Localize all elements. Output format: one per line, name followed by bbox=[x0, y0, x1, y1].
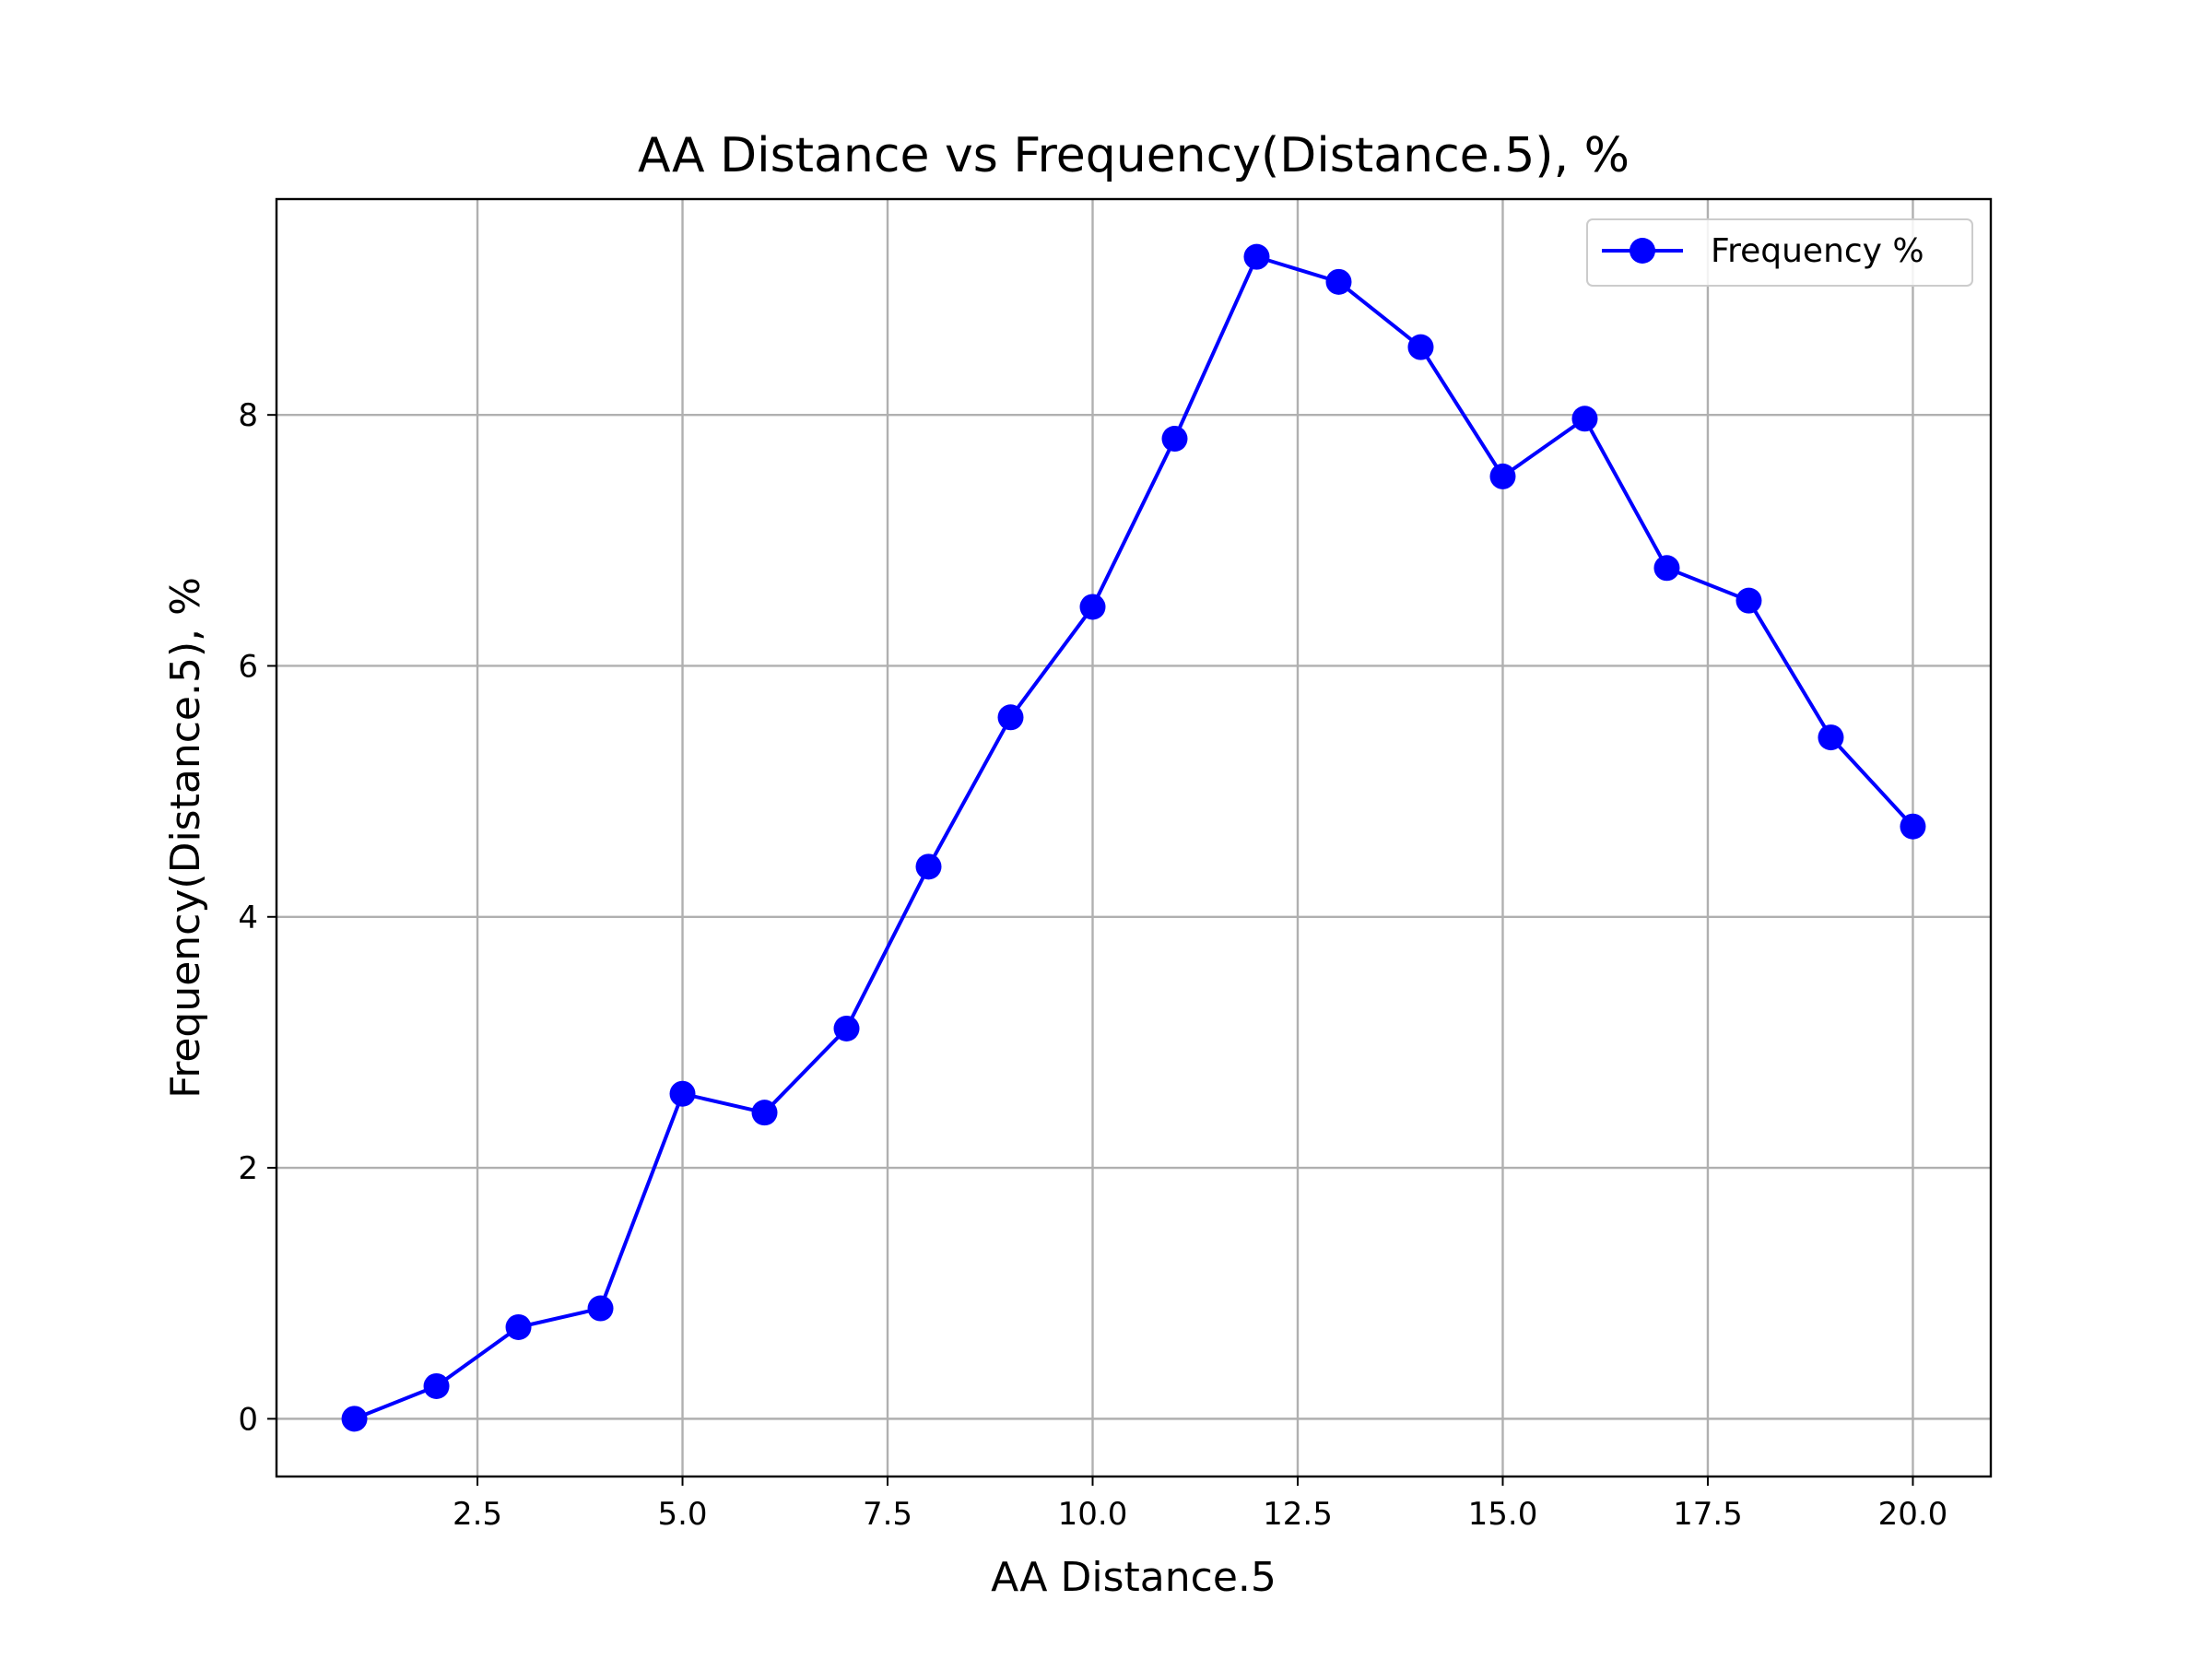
x-tick-label: 2.5 bbox=[453, 1496, 502, 1533]
x-axis-label: AA Distance.5 bbox=[991, 1554, 1277, 1601]
y-tick-label: 6 bbox=[238, 648, 258, 685]
legend-label: Frequency % bbox=[1711, 232, 1924, 270]
legend: Frequency % bbox=[1586, 218, 1973, 287]
data-point bbox=[1900, 813, 1926, 840]
y-tick-label: 2 bbox=[238, 1150, 258, 1187]
data-point bbox=[1325, 268, 1352, 295]
y-tick-label: 8 bbox=[238, 397, 258, 434]
grid bbox=[276, 199, 1991, 1477]
data-point bbox=[505, 1313, 532, 1340]
data-point bbox=[1407, 334, 1434, 360]
data-point bbox=[341, 1406, 368, 1432]
data-point bbox=[1571, 406, 1598, 432]
y-tick-label: 0 bbox=[238, 1401, 258, 1438]
data-point bbox=[1489, 463, 1516, 489]
data-point bbox=[1818, 724, 1844, 751]
data-point bbox=[423, 1372, 450, 1399]
x-tick-label: 17.5 bbox=[1673, 1496, 1743, 1533]
series-layer bbox=[341, 243, 1926, 1432]
x-tick-label: 15.0 bbox=[1468, 1496, 1538, 1533]
data-point bbox=[833, 1015, 860, 1041]
data-point bbox=[1161, 426, 1188, 453]
data-point bbox=[669, 1080, 696, 1107]
y-axis-label: Frequency(Distance.5), % bbox=[162, 577, 209, 1099]
x-tick-label: 20.0 bbox=[1878, 1496, 1948, 1533]
x-tick-label: 10.0 bbox=[1058, 1496, 1128, 1533]
legend-marker bbox=[1630, 238, 1655, 264]
plot-frame bbox=[275, 197, 1993, 1478]
chart-title: AA Distance vs Frequency(Distance.5), % bbox=[638, 128, 1630, 183]
data-point bbox=[1243, 243, 1270, 270]
data-point bbox=[1079, 594, 1106, 620]
x-tick-label: 7.5 bbox=[863, 1496, 912, 1533]
data-point bbox=[587, 1295, 614, 1322]
data-point bbox=[751, 1100, 778, 1126]
data-point bbox=[997, 704, 1024, 731]
data-point bbox=[1653, 555, 1680, 582]
y-tick-label: 4 bbox=[238, 900, 258, 936]
series-line bbox=[353, 254, 1914, 1421]
data-point bbox=[915, 853, 942, 880]
legend-box bbox=[1586, 218, 1973, 287]
data-point bbox=[1735, 587, 1762, 614]
x-tick-label: 12.5 bbox=[1263, 1496, 1333, 1533]
axis-ticks: 2.5 5.0 7.5 10.0 12.5 15.0 17.5 20.0 0 2 4 6 8 bbox=[238, 397, 1947, 1533]
x-tick-label: 5.0 bbox=[657, 1496, 707, 1533]
